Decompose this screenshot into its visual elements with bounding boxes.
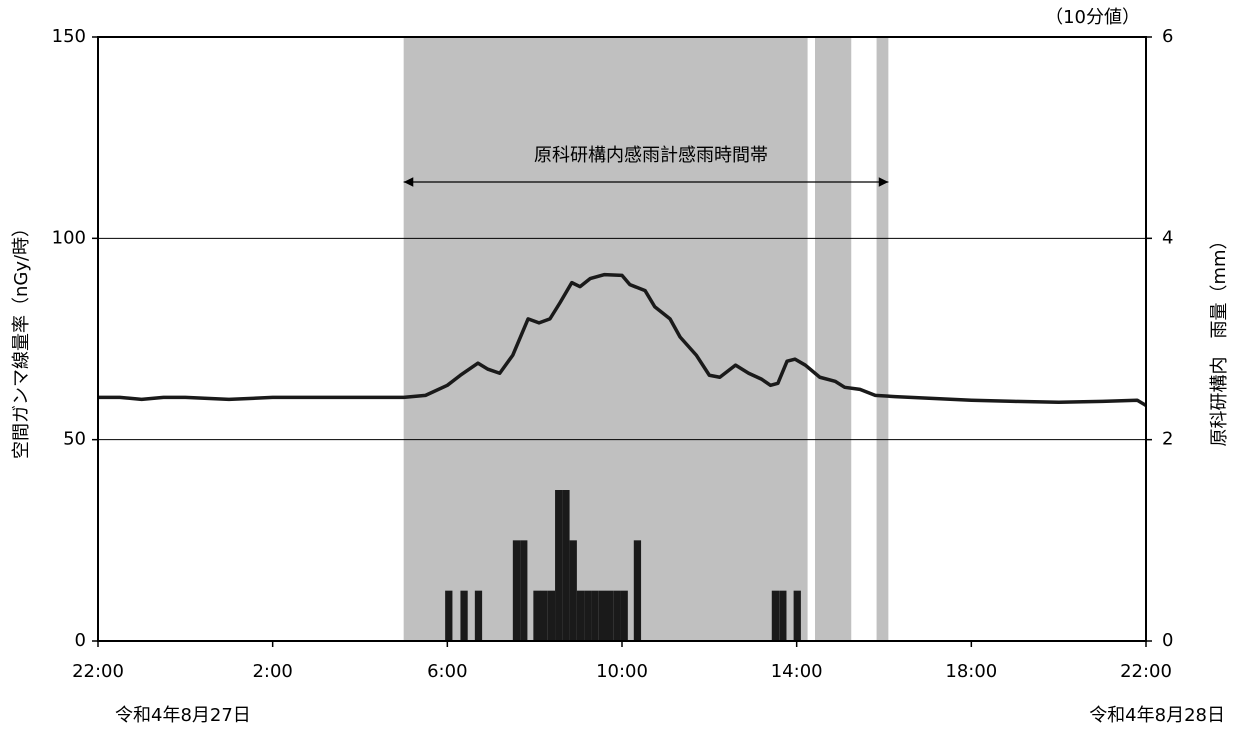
rain-bar [445,590,453,641]
rain-bar [533,590,541,641]
rain-period [876,37,889,641]
rain-period [403,37,808,641]
rain-bar [460,590,468,641]
rain-bar [569,540,577,641]
annotation: 原科研構内感雨計感雨時間帯 [534,145,768,166]
rain-bar [793,590,801,641]
rain-bar [512,540,521,641]
rain-bar [605,590,614,641]
y-tick-label: 0 [75,630,86,651]
x-tick-label: 10:00 [596,661,648,682]
y-tick-label: 100 [52,227,86,248]
plot-frame [97,36,1147,642]
rain-bar [520,540,528,641]
y2-tick-label: 6 [1162,26,1173,47]
rain-bar [547,590,556,641]
y-axis-label: 空間ガンマ線量率（nGy/時） [11,219,32,459]
rain-bar [584,590,592,641]
y2-tick-label: 0 [1162,630,1173,651]
gamma-line [98,272,1147,407]
y-tick-label: 50 [63,429,86,450]
rain-bar [620,590,628,641]
rain-bar [613,590,621,641]
rain-bar [779,590,787,641]
x-tick-label: 6:00 [427,661,467,682]
rain-bar [598,590,607,641]
y2-tick-label: 2 [1162,429,1173,450]
rain-bar [771,590,780,641]
y2-axis-label: 原科研構内 雨量（mm） [1209,231,1230,446]
x-tick-label: 18:00 [945,661,997,682]
rain-bar [562,490,570,641]
x-tick-label: 14:00 [771,661,823,682]
rain-bar [576,590,585,641]
y-tick-label: 150 [52,26,86,47]
rain-bar [591,590,599,641]
rain-period [815,37,852,641]
rain-bar [540,590,548,641]
x-tick-label: 2:00 [252,661,292,682]
date-left: 令和4年8月27日 [115,705,251,726]
x-tick-label: 22:00 [72,661,124,682]
y2-tick-label: 4 [1162,227,1173,248]
note: （10分値） [1045,7,1140,28]
rain-bar [555,490,563,641]
rain-bar [474,590,483,641]
rain-bar [633,540,642,641]
x-tick-label: 22:00 [1120,661,1172,682]
date-right: 令和4年8月28日 [1089,705,1225,726]
